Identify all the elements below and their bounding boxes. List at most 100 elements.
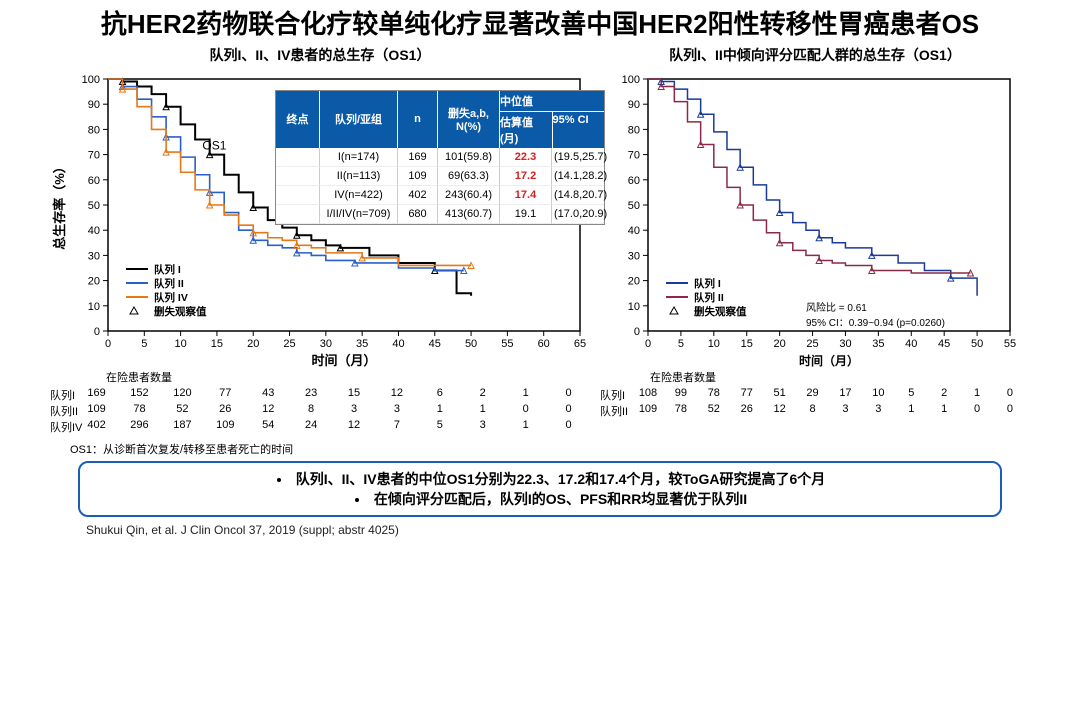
- svg-text:总生存率（%）: 总生存率（%）: [52, 160, 67, 250]
- risk-cell: 109: [75, 403, 118, 419]
- svg-text:45: 45: [429, 338, 441, 350]
- os-note: OS1：从诊断首次复发/转移至患者死亡的时间: [70, 441, 1030, 457]
- svg-text:OS1: OS1: [202, 138, 226, 152]
- risk-cell: 3: [333, 403, 376, 419]
- svg-text:80: 80: [628, 124, 640, 136]
- svg-text:65: 65: [574, 338, 586, 350]
- svg-text:20: 20: [247, 338, 259, 350]
- embedded-data-table: 终点队列/亚组n删失a,b, N(%)中位值估算值 (月)95% CII(n=1…: [276, 91, 604, 224]
- svg-text:5: 5: [141, 338, 147, 350]
- risk-cell: 3: [829, 403, 862, 419]
- svg-text:15: 15: [741, 338, 753, 350]
- risk-cell: 7: [375, 419, 418, 435]
- risk-cell: 24: [290, 419, 333, 435]
- svg-text:40: 40: [905, 338, 917, 350]
- svg-text:50: 50: [971, 338, 983, 350]
- risk-cell: 54: [247, 419, 290, 435]
- svg-text:20: 20: [88, 275, 100, 287]
- right-chart-col: 队列I、II中倾向评分匹配人群的总生存（OS1） 010203040506070…: [600, 45, 1030, 419]
- risk-cell: 1: [504, 387, 547, 403]
- risk-cell: 2: [928, 387, 961, 403]
- risk-cell: 152: [118, 387, 161, 403]
- svg-text:80: 80: [88, 124, 100, 136]
- risk-cell: 3: [862, 403, 895, 419]
- risk-cell: 52: [161, 403, 204, 419]
- svg-text:55: 55: [501, 338, 513, 350]
- risk-cell: 169: [75, 387, 118, 403]
- risk-cell: 402: [75, 419, 118, 435]
- svg-text:50: 50: [88, 200, 100, 212]
- svg-text:队列 II: 队列 II: [154, 277, 184, 290]
- risk-cell: 3: [461, 419, 504, 435]
- risk-cell: 1: [461, 403, 504, 419]
- risk-cell: 26: [730, 403, 763, 419]
- svg-text:70: 70: [88, 149, 100, 161]
- risk-cell: 296: [118, 419, 161, 435]
- risk-row: 队列I108997877512917105210: [600, 387, 1030, 403]
- svg-text:100: 100: [622, 74, 640, 86]
- left-chart-col: 队列I、II、IV患者的总生存（OS1） 0102030405060708090…: [50, 45, 590, 435]
- risk-cell: 5: [895, 387, 928, 403]
- svg-text:时间（月）: 时间（月）: [799, 353, 859, 368]
- svg-text:30: 30: [320, 338, 332, 350]
- left-chart-wrap: 0102030405060708090100051015202530354045…: [50, 69, 590, 369]
- svg-text:35: 35: [356, 338, 368, 350]
- risk-cell: 51: [763, 387, 796, 403]
- svg-text:25: 25: [806, 338, 818, 350]
- svg-text:50: 50: [628, 200, 640, 212]
- right-risk-header: 在险患者数量: [650, 369, 1030, 385]
- risk-cell: 1: [961, 387, 994, 403]
- svg-text:10: 10: [628, 300, 640, 312]
- risk-cell: 10: [862, 387, 895, 403]
- svg-text:时间（月）: 时间（月）: [311, 353, 376, 368]
- left-risk-header: 在险患者数量: [106, 369, 590, 385]
- risk-cell: 29: [796, 387, 829, 403]
- svg-text:5: 5: [678, 338, 684, 350]
- svg-text:25: 25: [283, 338, 295, 350]
- risk-cell: 3: [375, 403, 418, 419]
- risk-cell: 0: [547, 419, 590, 435]
- right-risk-table: 队列I108997877512917105210队列II109785226128…: [600, 387, 1030, 419]
- svg-text:风险比 = 0.61: 风险比 = 0.61: [806, 300, 867, 313]
- conclusion-item: 队列I、II、IV患者的中位OS1分别为22.3、17.2和17.4个月，较To…: [120, 469, 982, 489]
- svg-text:40: 40: [392, 338, 404, 350]
- svg-text:10: 10: [174, 338, 186, 350]
- svg-text:20: 20: [628, 275, 640, 287]
- svg-text:30: 30: [839, 338, 851, 350]
- risk-cell: 12: [763, 403, 796, 419]
- risk-cell: 77: [204, 387, 247, 403]
- risk-cell: 26: [204, 403, 247, 419]
- risk-cell: 0: [547, 403, 590, 419]
- svg-text:30: 30: [88, 250, 100, 262]
- risk-cell: 12: [333, 419, 376, 435]
- left-risk-table: 队列I16915212077432315126210队列II1097852261…: [50, 387, 590, 435]
- page-title: 抗HER2药物联合化疗较单纯化疗显著改善中国HER2阳性转移性胃癌患者OS: [0, 0, 1080, 45]
- svg-text:35: 35: [872, 338, 884, 350]
- risk-cell: 15: [333, 387, 376, 403]
- risk-cell: 1: [928, 403, 961, 419]
- risk-cell: 23: [290, 387, 333, 403]
- risk-cell: 78: [118, 403, 161, 419]
- svg-text:95% CI：0.39~0.94 (p=0.0260): 95% CI：0.39~0.94 (p=0.0260): [806, 317, 945, 328]
- svg-text:40: 40: [628, 225, 640, 237]
- svg-text:队列 I: 队列 I: [694, 277, 721, 290]
- svg-text:100: 100: [82, 74, 100, 86]
- svg-text:15: 15: [211, 338, 223, 350]
- risk-cell: 0: [547, 387, 590, 403]
- risk-cell: 0: [994, 387, 1027, 403]
- svg-text:0: 0: [94, 326, 100, 338]
- right-km-chart: 0102030405060708090100051015202530354045…: [600, 69, 1020, 369]
- risk-cell: 99: [664, 387, 697, 403]
- svg-text:10: 10: [88, 300, 100, 312]
- citation: Shukui Qin, et al. J Clin Oncol 37, 2019…: [86, 523, 1030, 537]
- svg-text:队列 IV: 队列 IV: [154, 291, 188, 304]
- right-subtitle: 队列I、II中倾向评分匹配人群的总生存（OS1）: [600, 45, 1030, 65]
- svg-text:90: 90: [88, 99, 100, 111]
- risk-cell: 8: [290, 403, 333, 419]
- conclusion-item: 在倾向评分匹配后，队列I的OS、PFS和RR均显著优于队列II: [120, 489, 982, 509]
- risk-row: 队列II109785226128331100: [600, 403, 1030, 419]
- risk-cell: 17: [829, 387, 862, 403]
- svg-text:队列 II: 队列 II: [694, 291, 724, 304]
- risk-cell: 109: [632, 403, 665, 419]
- svg-text:队列 I: 队列 I: [154, 263, 181, 276]
